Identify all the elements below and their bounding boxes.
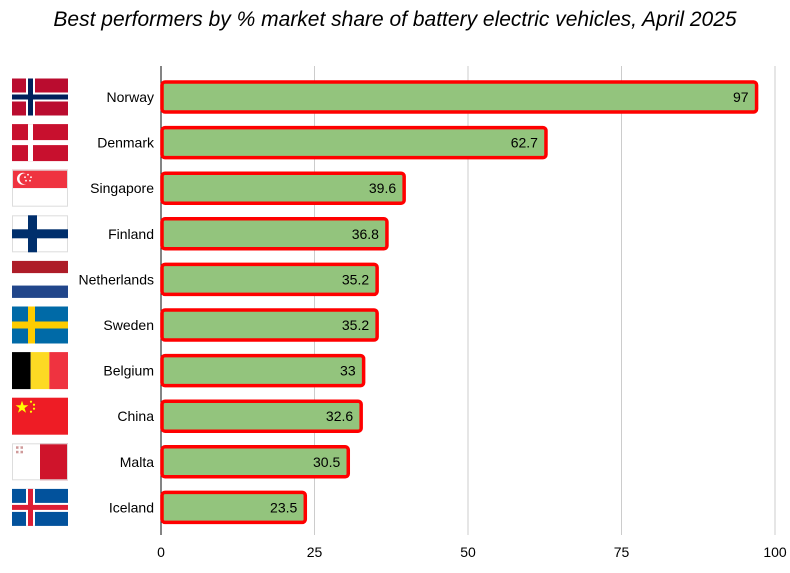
category-label-norway: Norway: [107, 89, 154, 105]
category-labels: Norway Denmark Singapore Finland Netherlands…: [79, 89, 155, 515]
x-tick-label: 50: [460, 544, 476, 560]
bar-singapore: [160, 171, 406, 205]
bar-netherlands: [160, 262, 379, 297]
value-label-norway: 97: [733, 89, 749, 105]
bars: 97 62.7 39.6 36.8 35.2 35.2 33 32.6 30.5 23.5: [160, 80, 759, 525]
category-label-iceland: Iceland: [109, 499, 154, 515]
value-label-finland: 36.8: [352, 226, 379, 242]
bar-denmark: [160, 125, 548, 160]
bar-iceland: [160, 490, 308, 525]
bar-china: [160, 399, 363, 433]
bar-malta: [160, 445, 351, 479]
bar-finland: [160, 217, 389, 251]
sweden-flag-icon: [12, 306, 68, 344]
malta-flag-icon: [12, 443, 68, 481]
bar-belgium: [160, 353, 366, 388]
value-label-china: 32.6: [326, 408, 353, 424]
value-label-denmark: 62.7: [511, 135, 538, 151]
category-label-belgium: Belgium: [103, 363, 154, 379]
x-axis-ticks: 0 25 50 75 100: [157, 544, 787, 560]
category-label-china: China: [117, 408, 154, 424]
x-tick-label: 0: [157, 544, 165, 560]
flag-column: [12, 78, 68, 526]
iceland-flag-icon: [12, 488, 68, 526]
category-label-netherlands: Netherlands: [79, 271, 155, 287]
chart-title: Best performers by % market share of bat…: [53, 8, 737, 31]
value-label-netherlands: 35.2: [342, 271, 369, 287]
denmark-flag-icon: [12, 124, 68, 162]
finland-flag-icon: [12, 215, 68, 253]
category-label-malta: Malta: [120, 454, 154, 470]
category-label-finland: Finland: [108, 226, 154, 242]
bar-sweden: [160, 308, 379, 342]
x-tick-label: 75: [614, 544, 630, 560]
category-label-denmark: Denmark: [97, 135, 155, 151]
china-flag-icon: [12, 397, 68, 435]
value-label-belgium: 33: [340, 363, 356, 379]
x-tick-label: 25: [307, 544, 323, 560]
bar-norway: [160, 80, 759, 114]
norway-flag-icon: [12, 78, 68, 116]
value-label-malta: 30.5: [313, 454, 340, 470]
belgium-flag-icon: [12, 352, 68, 390]
category-label-sweden: Sweden: [103, 317, 154, 333]
x-tick-label: 100: [763, 544, 787, 560]
value-label-iceland: 23.5: [270, 499, 297, 515]
category-label-singapore: Singapore: [90, 180, 154, 196]
value-label-sweden: 35.2: [342, 317, 369, 333]
value-label-singapore: 39.6: [369, 180, 396, 196]
singapore-flag-icon: [12, 169, 68, 207]
netherlands-flag-icon: [12, 260, 68, 298]
